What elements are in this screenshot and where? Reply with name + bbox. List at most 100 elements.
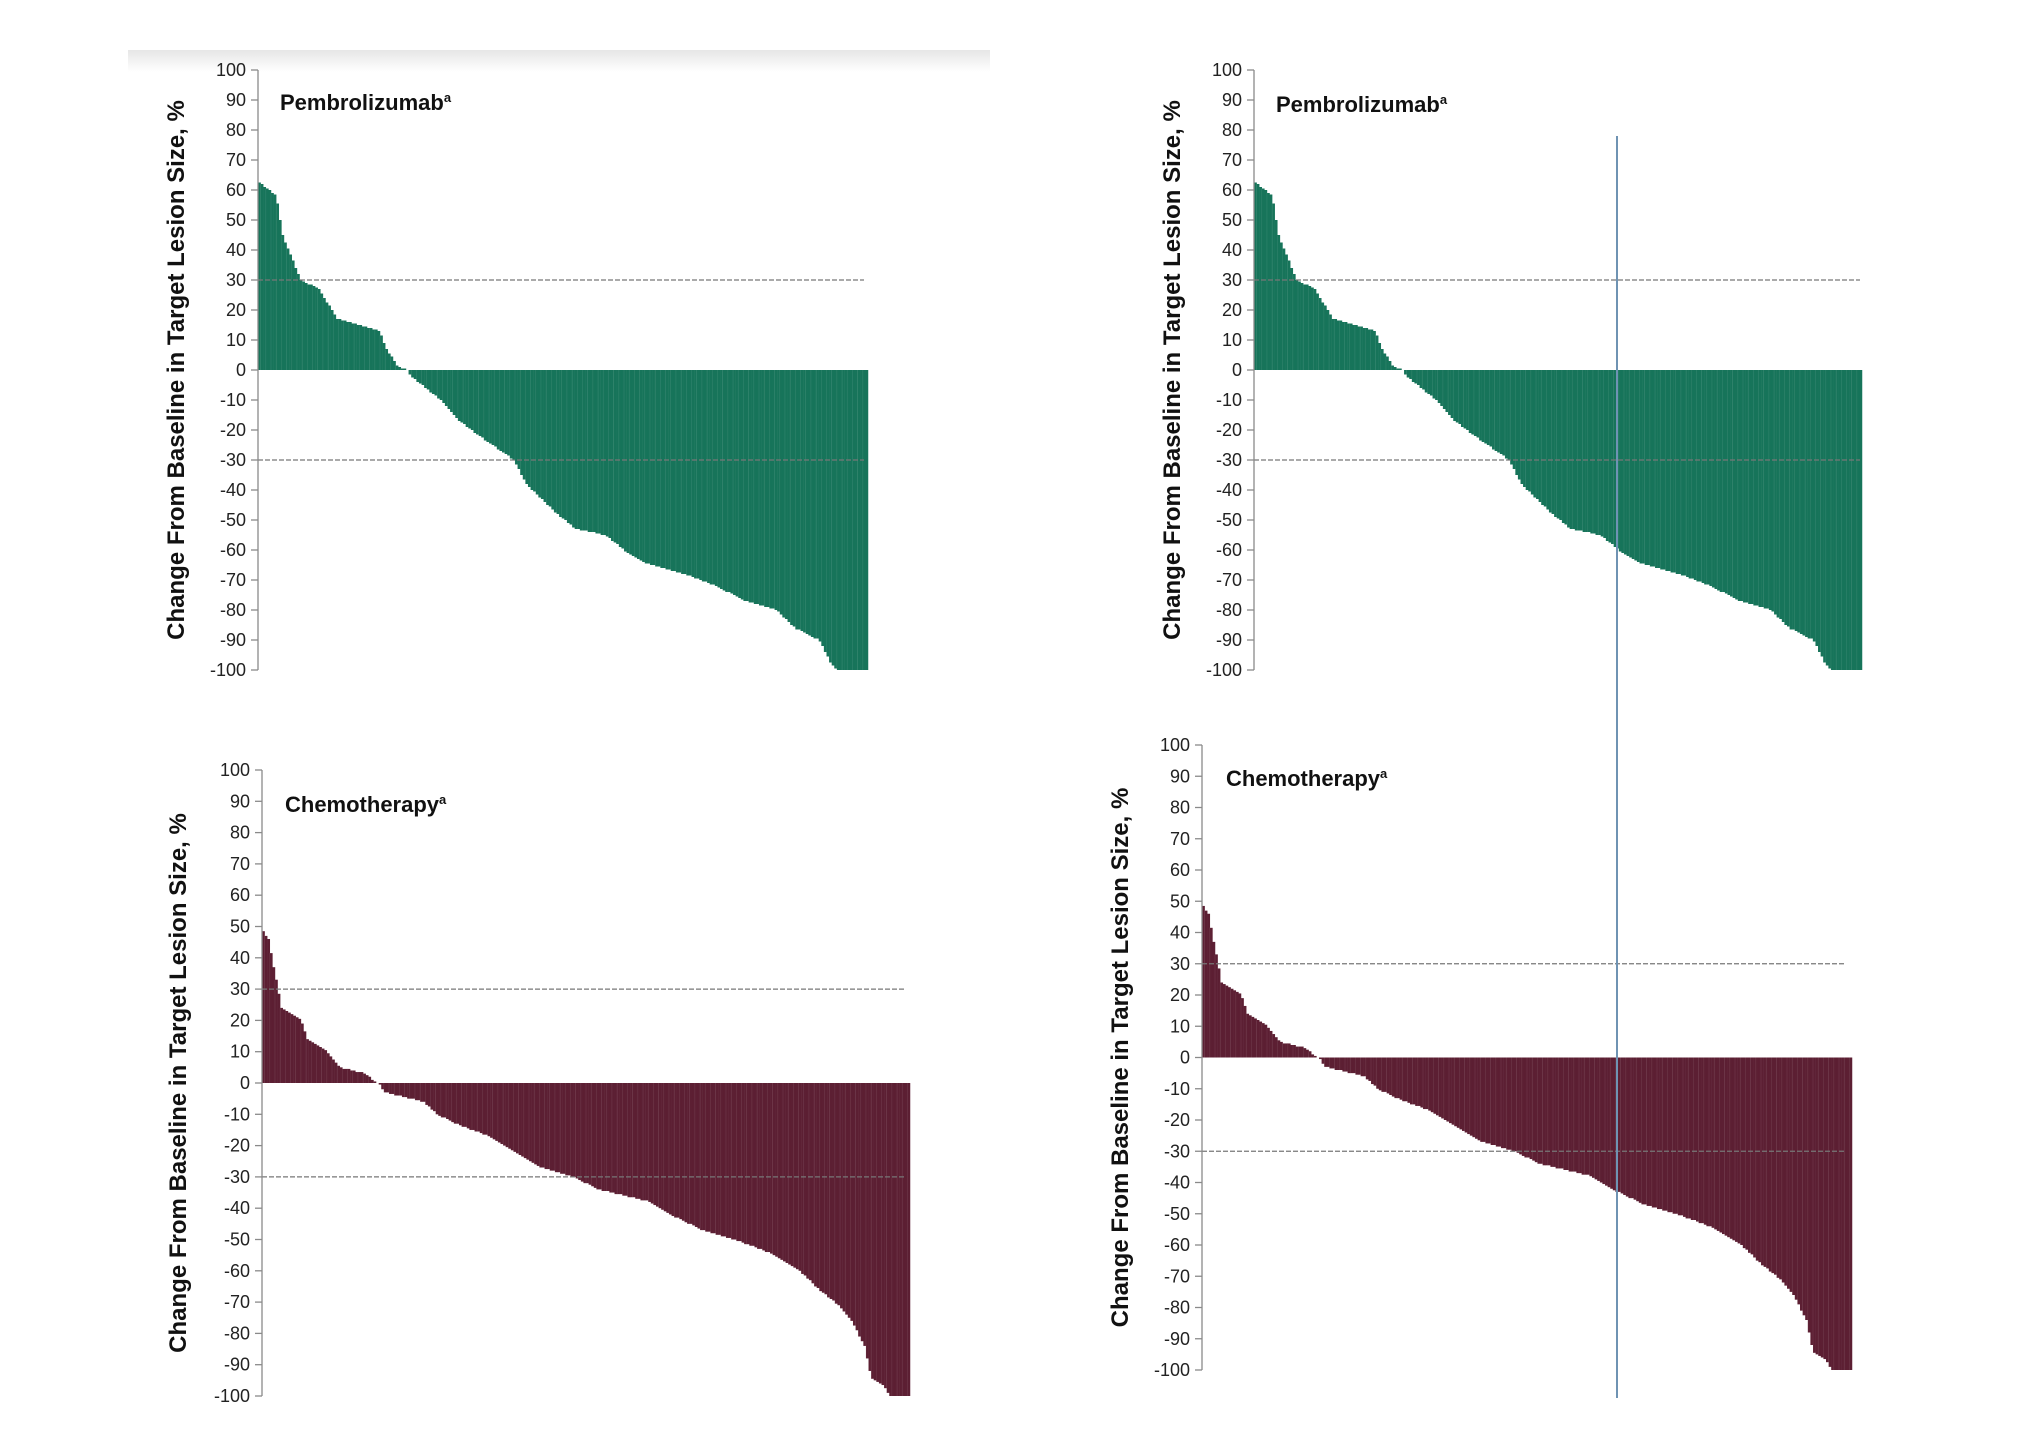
bar — [1241, 998, 1244, 1058]
bar — [1820, 1057, 1824, 1358]
bar — [538, 370, 542, 498]
chart-title-text: Pembrolizumab — [1276, 92, 1440, 117]
bar — [645, 1083, 649, 1201]
bar — [383, 1083, 387, 1093]
bar — [1854, 370, 1858, 670]
chart-title: Pembrolizumaba — [280, 90, 452, 115]
y-tick-label: 100 — [1212, 60, 1242, 80]
bar — [694, 370, 697, 579]
bar — [1620, 1057, 1624, 1194]
bar — [816, 1083, 820, 1289]
bar — [1589, 1057, 1593, 1177]
bar — [424, 370, 427, 388]
bar — [613, 370, 617, 543]
y-tick-label: -40 — [1216, 480, 1242, 500]
bar — [782, 1083, 786, 1262]
bar — [689, 1083, 693, 1224]
bar — [1345, 1057, 1348, 1072]
bar — [1305, 284, 1309, 370]
bar — [1768, 1057, 1772, 1272]
bar — [320, 293, 324, 370]
bar — [354, 323, 357, 370]
bar — [569, 370, 573, 525]
bar — [618, 370, 622, 547]
y-tick-label: -30 — [224, 1167, 250, 1187]
bar — [666, 1083, 670, 1213]
y-tick-label: -30 — [1164, 1141, 1190, 1161]
bar — [1820, 370, 1824, 657]
y-tick-label: -100 — [1154, 1360, 1190, 1380]
y-tick-label: 70 — [230, 854, 250, 874]
bar — [525, 370, 529, 484]
bar — [444, 370, 448, 406]
bar — [1290, 1045, 1294, 1058]
bar — [1579, 1057, 1582, 1174]
bar — [637, 1083, 641, 1199]
bar — [412, 1083, 416, 1099]
bar — [731, 1083, 734, 1240]
bar — [1308, 286, 1312, 370]
bar — [738, 370, 742, 598]
bar — [845, 1083, 849, 1315]
bar — [852, 370, 856, 670]
bar — [1394, 1057, 1398, 1099]
bar — [657, 370, 661, 567]
bar — [458, 1083, 462, 1126]
bar — [596, 1083, 600, 1190]
bar — [1292, 274, 1296, 370]
bar — [1750, 1057, 1754, 1255]
y-tick-label: -70 — [220, 570, 246, 590]
bar — [670, 370, 674, 571]
bar — [1836, 370, 1839, 670]
bar — [1833, 1057, 1837, 1370]
bar — [403, 368, 407, 370]
bar — [1373, 1057, 1377, 1086]
bar — [792, 370, 796, 627]
bar — [668, 1083, 672, 1215]
bar — [1683, 1057, 1686, 1217]
bar — [1410, 1057, 1413, 1105]
bar — [740, 370, 744, 600]
bar — [1776, 370, 1780, 618]
bar — [733, 1083, 737, 1240]
bar — [1310, 287, 1314, 370]
bar — [364, 326, 368, 370]
bar — [1450, 370, 1454, 418]
bar — [317, 289, 321, 370]
bar — [714, 370, 718, 586]
bar — [1313, 1055, 1317, 1058]
bar — [1453, 370, 1457, 421]
bar — [307, 284, 311, 370]
bar — [476, 370, 479, 435]
bar — [389, 1083, 392, 1094]
bar — [561, 370, 565, 519]
bar — [308, 1040, 312, 1083]
bar — [343, 320, 347, 370]
bar — [736, 1083, 740, 1242]
bar — [1745, 370, 1749, 603]
bar — [492, 1083, 496, 1140]
bar — [847, 370, 851, 670]
bar — [1254, 1018, 1257, 1058]
bar — [1326, 310, 1330, 370]
bar — [617, 1083, 620, 1195]
bar — [1321, 1057, 1325, 1064]
bar — [1571, 1057, 1575, 1172]
bar — [1352, 1057, 1356, 1074]
bar — [1748, 1057, 1751, 1253]
bar — [263, 187, 267, 370]
bar — [611, 1083, 615, 1193]
bar — [373, 1081, 377, 1083]
bar — [560, 1083, 563, 1174]
bar — [1737, 370, 1741, 601]
bar — [601, 1083, 605, 1191]
bar — [1784, 1057, 1788, 1286]
bar — [1406, 370, 1410, 378]
bar — [1297, 281, 1301, 370]
bar — [1411, 370, 1415, 382]
bar — [577, 370, 581, 529]
bar — [522, 370, 526, 480]
bar — [741, 1083, 745, 1243]
bar — [421, 370, 425, 385]
bar — [258, 182, 261, 370]
